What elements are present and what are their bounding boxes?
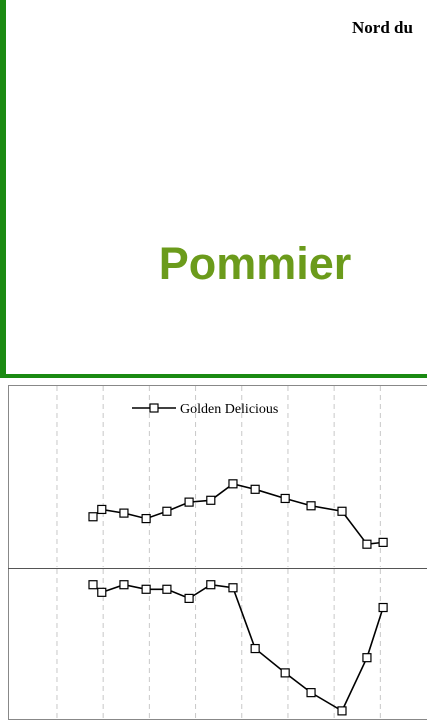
marker [306,688,316,698]
marker [97,504,107,515]
chart-frame [8,385,427,720]
legend-marker [149,403,159,413]
marker [228,583,238,593]
legend-label: Golden Delicious [180,402,278,417]
marker [88,512,98,522]
marker [280,493,290,504]
marker [362,653,372,663]
marker [141,584,151,594]
marker [184,497,194,507]
marker [378,602,388,613]
header-text: Nord du [352,18,413,37]
marker [306,501,316,511]
left-bar [0,0,6,378]
marker [337,506,347,516]
series-line [92,583,384,713]
marker [250,643,260,654]
marker [280,668,290,678]
marker [119,580,129,590]
marker [337,706,347,716]
marker [228,479,238,489]
marker [378,537,388,547]
marker [362,539,372,549]
marker [206,495,216,505]
marker [88,580,98,590]
marker [141,513,151,524]
divider [0,374,427,378]
marker [184,593,194,604]
title: Pommier [159,238,352,289]
marker [162,506,172,516]
marker [206,580,216,590]
marker [250,484,260,494]
marker [119,508,129,518]
marker [162,584,172,594]
marker [97,587,107,597]
